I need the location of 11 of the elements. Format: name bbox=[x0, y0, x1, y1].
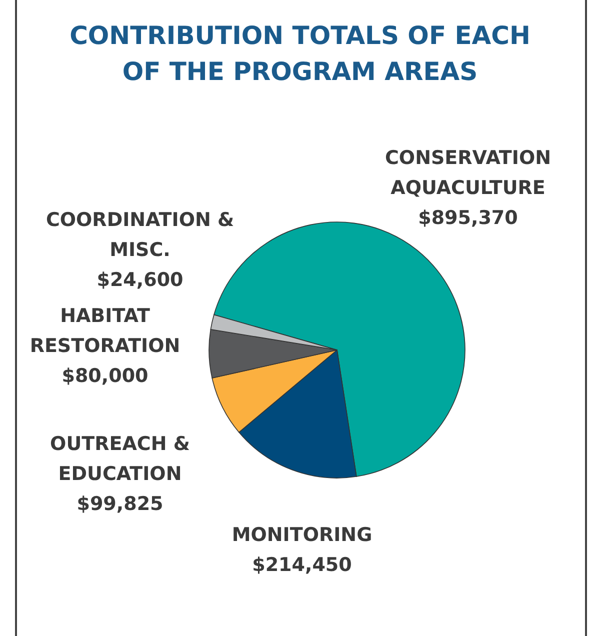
data-label: $214,450 bbox=[252, 554, 352, 576]
data-label: $99,825 bbox=[76, 493, 164, 515]
data-label: $80,000 bbox=[62, 365, 148, 387]
slice-label: COORDINATION & MISC. bbox=[46, 209, 234, 261]
slice-label: MONITORING bbox=[232, 524, 372, 546]
slice-label: OUTREACH & EDUCATION bbox=[50, 433, 190, 485]
slice-label: CONSERVATION AQUACULTURE bbox=[384, 147, 552, 199]
data-label: $24,600 bbox=[96, 269, 184, 291]
data-label: $895,370 bbox=[418, 207, 518, 229]
slice-label: HABITAT RESTORATION bbox=[30, 305, 180, 357]
chart-title: CONTRIBUTION TOTALS OF EACH OF THE PROGRAM AREAS bbox=[70, 21, 530, 86]
